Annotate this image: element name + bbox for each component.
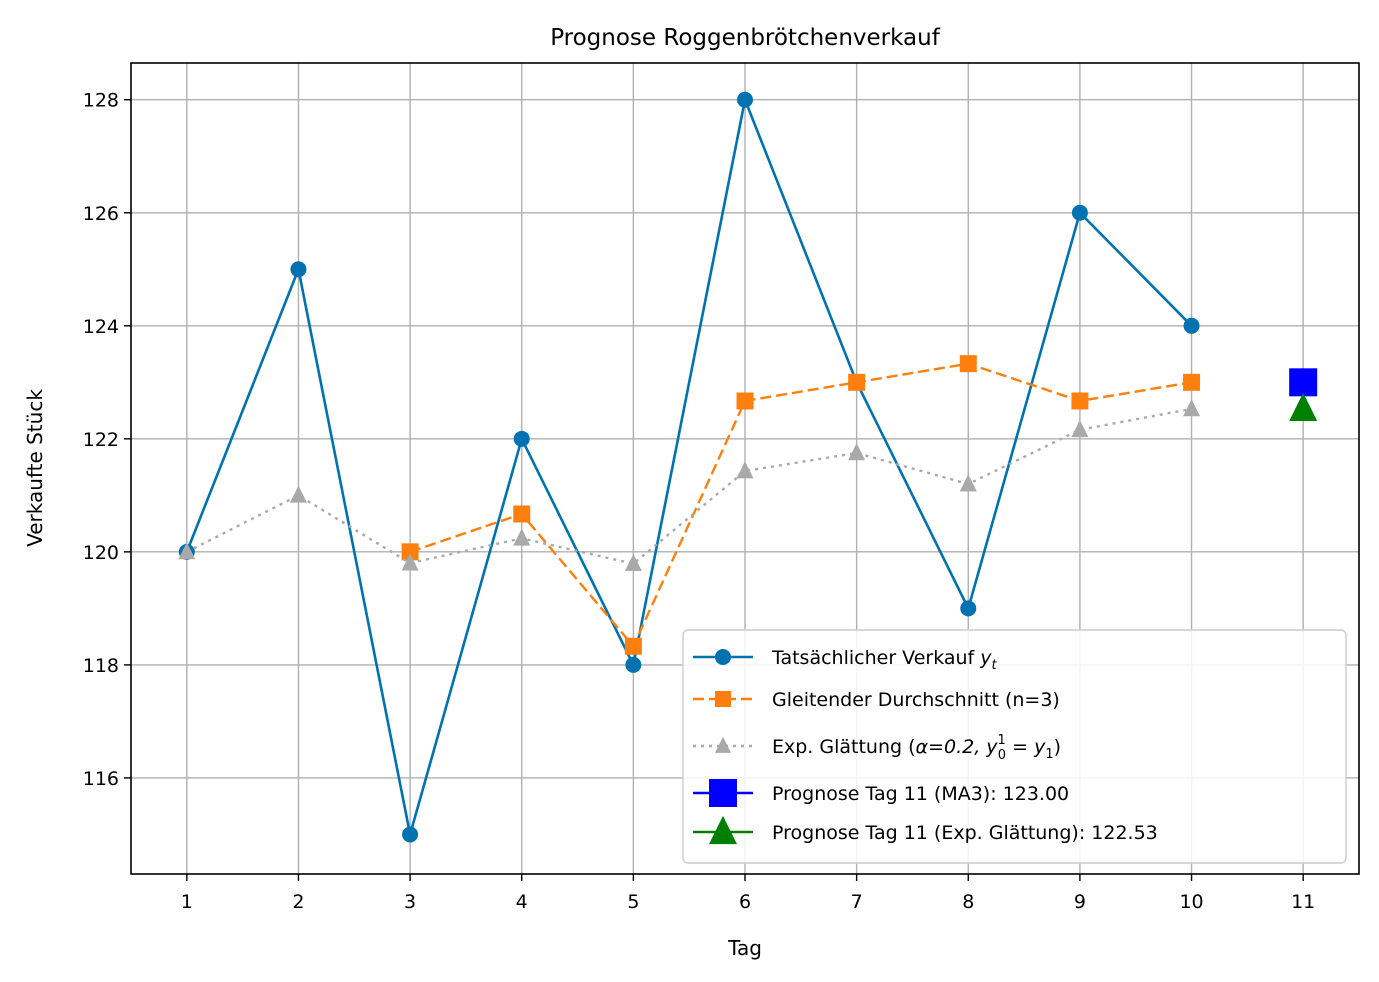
data-point <box>1071 420 1089 438</box>
legend-marker <box>709 779 737 807</box>
x-axis-label: Tag <box>727 936 762 960</box>
data-point <box>401 543 419 561</box>
data-point <box>625 656 642 673</box>
legend-label: Prognose Tag 11 (MA3): 123.00 <box>772 783 1069 805</box>
data-point <box>848 373 866 391</box>
data-point <box>848 443 866 461</box>
series-layer <box>178 91 1318 843</box>
x-tick-label: 10 <box>1179 891 1203 913</box>
legend-entry-1: Tatsächlicher Verkauf yt <box>693 647 998 673</box>
legend-label: Tatsächlicher Verkauf yt <box>771 647 998 673</box>
x-tick-label: 7 <box>851 891 863 913</box>
data-point <box>1071 204 1088 221</box>
y-tick-label: 120 <box>83 542 119 564</box>
data-point <box>959 474 977 492</box>
legend-entry-3: Exp. Glättung (α=0.2, y1 0 = y1) <box>693 733 1061 763</box>
x-tick-label: 1 <box>181 891 193 913</box>
legend-entry-2: Gleitender Durchschnitt (n=3) <box>693 689 1060 711</box>
data-point <box>1183 399 1201 417</box>
data-point <box>513 505 531 523</box>
data-point <box>737 91 753 108</box>
chart-title: Prognose Roggenbrötchenverkauf <box>550 25 941 51</box>
legend: Tatsächlicher Verkauf yt Gleitender Durch… <box>682 629 1347 864</box>
x-tick-label: 4 <box>516 891 528 913</box>
data-point <box>401 553 419 571</box>
data-point <box>736 392 754 410</box>
x-tick-label: 8 <box>962 891 974 913</box>
series-1 <box>178 91 1200 843</box>
legend-label: Exp. Glättung (α=0.2, y1 0 = y1) <box>772 733 1061 763</box>
legend-box <box>682 629 1347 864</box>
data-point <box>1071 392 1089 410</box>
y-tick-label: 124 <box>83 316 119 338</box>
data-point <box>178 542 196 560</box>
data-point <box>1183 373 1201 391</box>
y-tick-label: 126 <box>83 203 119 225</box>
x-tick-label: 6 <box>739 891 751 913</box>
forecast-point-1 <box>1289 368 1318 397</box>
forecast-point-2 <box>1289 392 1318 421</box>
legend-marker <box>715 736 731 753</box>
x-tick-label: 9 <box>1074 891 1086 913</box>
series-line <box>185 95 1193 835</box>
legend-marker <box>715 649 731 665</box>
axis-ticks: 1 2 3 4 5 6 7 8 9 10 11 116 118 120 122 124 126 128 <box>83 90 1316 913</box>
data-point <box>513 430 530 447</box>
y-tick-label: 116 <box>83 768 119 790</box>
data-point <box>736 461 754 479</box>
y-tick-label: 118 <box>83 655 119 677</box>
data-point <box>402 826 419 843</box>
data-point <box>959 355 977 373</box>
x-tick-label: 3 <box>404 891 416 913</box>
legend-marker <box>709 815 737 845</box>
y-tick-label: 122 <box>83 429 119 451</box>
y-tick-label: 128 <box>83 90 119 112</box>
series-line <box>409 362 1192 649</box>
data-point <box>1183 317 1200 334</box>
data-point <box>960 600 977 617</box>
legend-entry-4: Prognose Tag 11 (MA3): 123.00 <box>693 779 1069 807</box>
data-point <box>513 528 531 546</box>
data-point <box>624 637 642 655</box>
data-point <box>624 553 642 572</box>
data-point <box>290 261 307 278</box>
series-2 <box>401 355 1201 655</box>
legend-marker <box>715 691 731 707</box>
legend-entry-5: Prognose Tag 11 (Exp. Glättung): 122.53 <box>693 815 1158 845</box>
x-tick-label: 5 <box>627 891 639 913</box>
x-tick-label: 2 <box>292 891 304 913</box>
series-line <box>186 407 1192 566</box>
y-axis-label: Verkaufte Stück <box>23 389 47 547</box>
series-3 <box>178 399 1201 572</box>
data-point <box>289 485 307 503</box>
legend-label: Gleitender Durchschnitt (n=3) <box>772 689 1060 711</box>
x-tick-label: 11 <box>1291 891 1315 913</box>
legend-label: Prognose Tag 11 (Exp. Glättung): 122.53 <box>772 822 1158 844</box>
